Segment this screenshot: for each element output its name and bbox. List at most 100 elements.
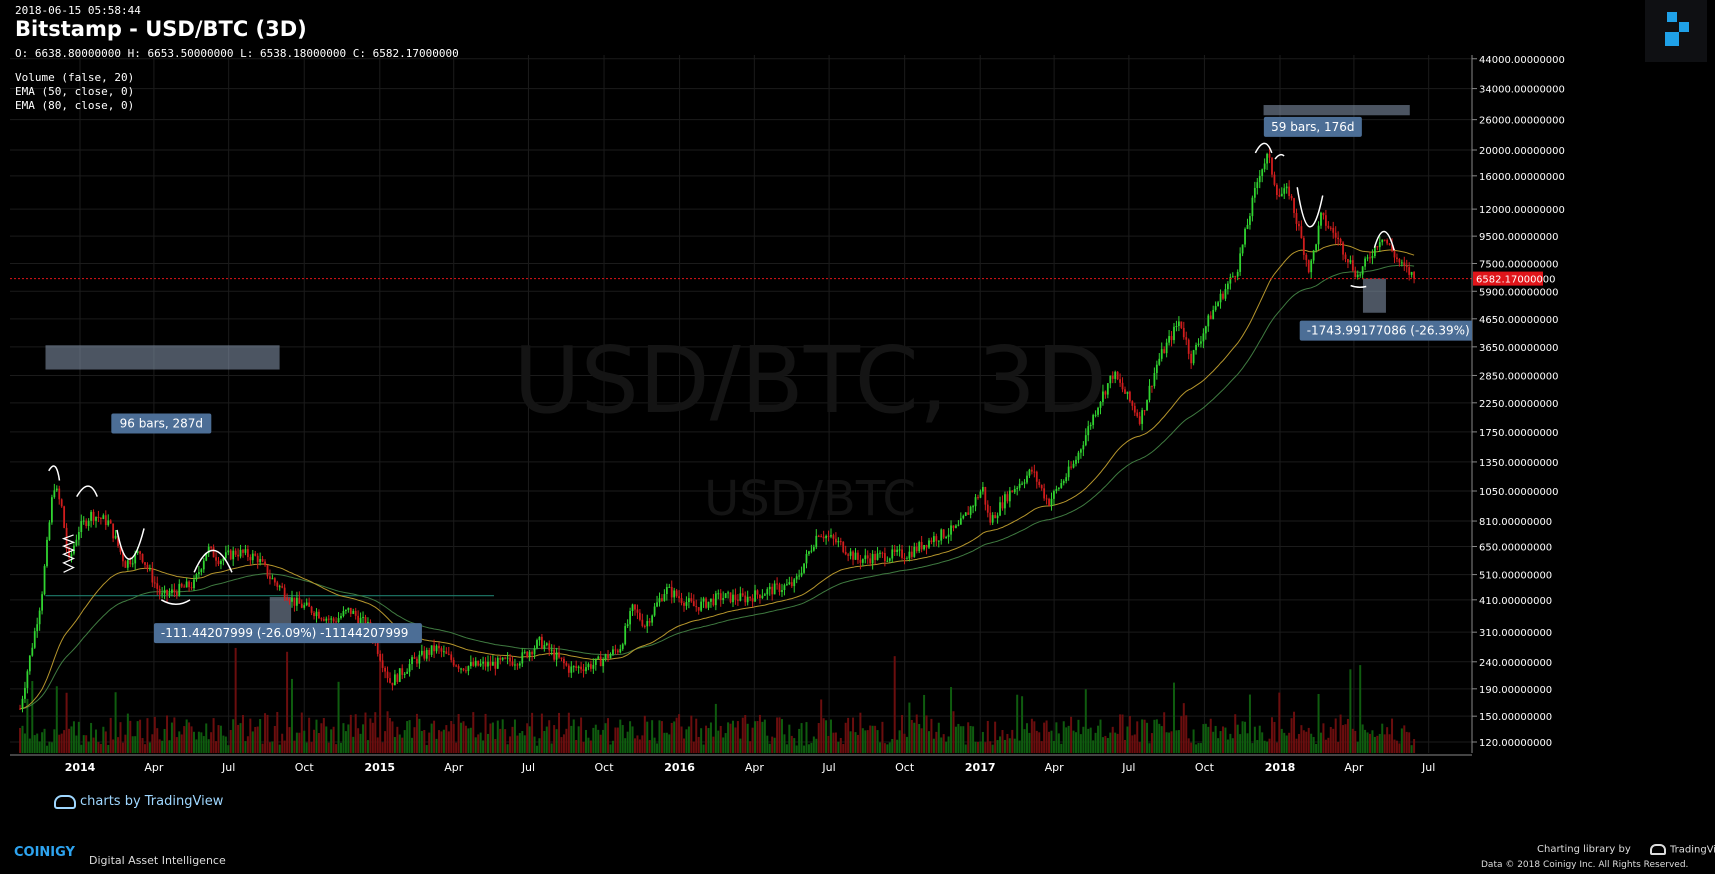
ema-50-line (19, 243, 1415, 710)
candle-body (553, 649, 556, 660)
volume-bar (278, 744, 281, 753)
candle-body (1038, 481, 1041, 486)
volume-bar (121, 742, 124, 753)
tradingview-link-text: TradingView (1670, 844, 1715, 856)
candle-body (609, 654, 612, 659)
volume-bar (352, 736, 355, 753)
candle-body (428, 650, 431, 655)
candle-body (469, 662, 472, 667)
candle-body (1332, 227, 1335, 233)
volume-bar (1300, 725, 1303, 753)
volume-bar (859, 712, 862, 753)
candle-body (1075, 459, 1077, 464)
candle-body (1182, 327, 1185, 338)
volume-bar (1359, 665, 1362, 753)
candle-body (687, 598, 690, 603)
candle-body (26, 671, 29, 688)
volume-bar (457, 714, 460, 753)
candle-body (798, 575, 801, 577)
coinigy-logo[interactable] (1645, 0, 1707, 62)
candle-body (472, 662, 475, 666)
candle-body (702, 598, 705, 602)
volume-bar (719, 725, 722, 753)
volume-bar (685, 729, 688, 753)
candle-body (1234, 276, 1237, 278)
candle-body (1214, 306, 1217, 310)
candle-body (1092, 415, 1095, 425)
annotation-chip-text: -1743.99177086 (-26.39%) -174399177086 (1307, 324, 1570, 338)
candle-body (1155, 364, 1158, 374)
volume-bar (607, 718, 610, 753)
candle-body (518, 663, 521, 666)
volume-bar (504, 729, 507, 753)
candle-body (1241, 244, 1244, 254)
candle-body (808, 551, 810, 554)
volume-bar (317, 732, 320, 753)
candle-body (994, 515, 997, 519)
candle-body (1018, 483, 1021, 488)
price-tick-label: 9500.00000000 (1479, 232, 1559, 243)
volume-bar (1150, 733, 1153, 753)
volume-bar (903, 733, 906, 753)
candle-body (65, 527, 68, 549)
candle-body (509, 657, 511, 662)
coinigy-logo-icon (1665, 12, 1689, 46)
volume-bar (663, 732, 666, 753)
indicator-volume[interactable]: Volume (false, 20) (15, 71, 135, 84)
volume-bar (658, 720, 661, 753)
candle-body (433, 645, 435, 652)
candle-body (171, 589, 173, 593)
candle-body (771, 586, 774, 595)
candle-body (1011, 490, 1014, 493)
volume-bar (1244, 721, 1247, 753)
volume-bar (1258, 725, 1261, 753)
volume-bar (1280, 728, 1283, 753)
price-tick-label: 20000.00000000 (1479, 146, 1565, 157)
volume-bar (935, 731, 938, 753)
measure-box (269, 597, 292, 629)
volume-bar (327, 742, 330, 753)
candle-body (869, 558, 872, 564)
volume-bar (251, 731, 254, 753)
candle-body (1072, 463, 1075, 468)
coinigy-brand[interactable]: COINIGY (14, 845, 75, 860)
volume-bar (523, 735, 526, 753)
indicator-ema-50[interactable]: EMA (50, close, 0) (15, 85, 135, 98)
candle-body (822, 536, 825, 539)
candle-body (511, 661, 514, 666)
tradingview-link[interactable]: TradingView (1650, 844, 1715, 856)
time-axis[interactable]: 2014 Apr Jul Oct 2015 Apr Jul Oct 2016 Apr Jul Oct 2… (10, 754, 1472, 774)
candle-body (714, 593, 717, 606)
candle-body (298, 597, 301, 604)
candle-body (1001, 502, 1004, 509)
drawing-boxes[interactable] (45, 105, 1410, 629)
volume-bar (1052, 740, 1055, 753)
candle-body (991, 515, 994, 523)
tradingview-badge[interactable]: charts by TradingView (54, 794, 223, 809)
candle-body (754, 590, 756, 602)
candle-body (320, 618, 323, 620)
volume-bar (702, 744, 705, 753)
volume-bar (185, 719, 188, 753)
price-axis[interactable]: 44000.00000000 34000.00000000 26000.000000… (1471, 55, 1565, 753)
volume-bar (771, 736, 774, 753)
hand-drawings[interactable] (48, 142, 1395, 605)
volume-bar (305, 742, 308, 753)
volume-bar (114, 692, 117, 753)
candle-body (163, 589, 166, 594)
indicator-ema-80[interactable]: EMA (80, close, 0) (15, 99, 135, 112)
volume-bar (437, 730, 440, 753)
candle-body (249, 557, 252, 561)
volume-bar (276, 711, 279, 753)
volume-bar (1391, 718, 1394, 753)
volume-bar (192, 731, 195, 753)
volume-bar (722, 737, 725, 753)
annotation-labels: 96 bars, 287d 59 bars, 176d -111.44207999 … (111, 116, 1570, 644)
volume-bar (1231, 738, 1234, 753)
hand-drawn-arc (1296, 187, 1324, 228)
volume-bar (1013, 738, 1016, 753)
candle-body (215, 557, 217, 561)
candle-body (996, 515, 999, 519)
candle-body (60, 499, 63, 507)
